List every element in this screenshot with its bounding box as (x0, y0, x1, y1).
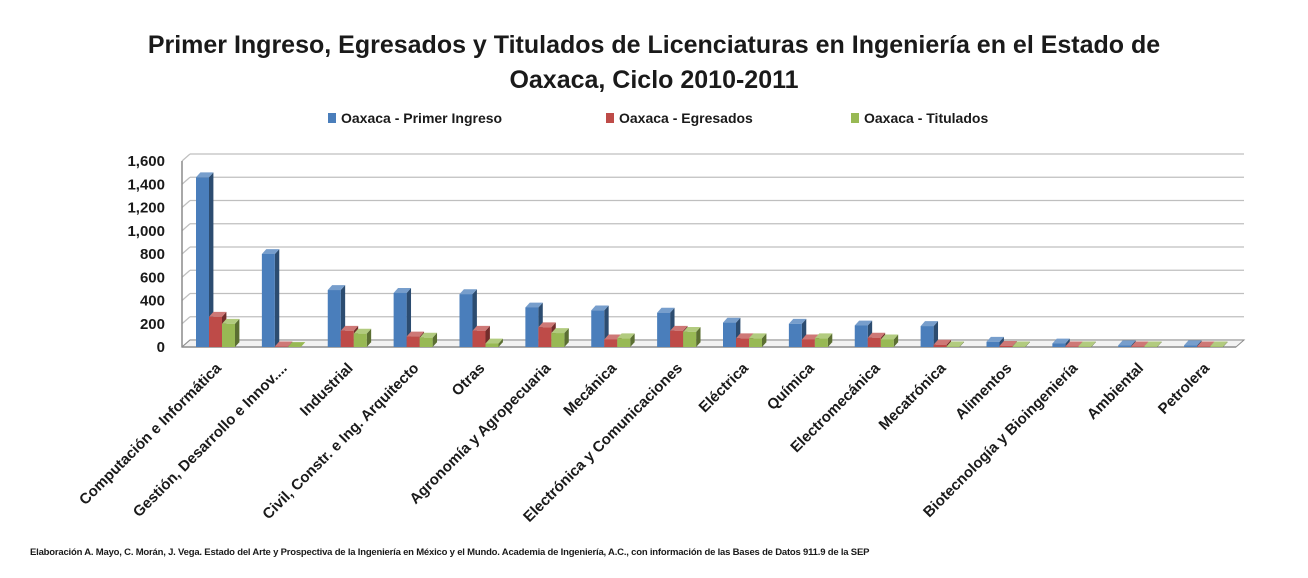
bar-0-12 (986, 336, 1004, 347)
legend-item: Oaxaca - Egresados (606, 110, 753, 126)
bars (196, 172, 1228, 347)
gridlines (181, 153, 1244, 348)
bar-0-6 (591, 305, 609, 347)
x-category-label: Otras (449, 360, 489, 400)
source-note: Elaboración A. Mayo, C. Morán, J. Vega. … (30, 547, 870, 558)
y-tick-label: 1,000 (127, 223, 165, 240)
bar-0-3 (393, 288, 412, 347)
legend-swatch (606, 113, 614, 123)
bar-1-11 (933, 339, 952, 347)
gridline-side (181, 223, 191, 232)
bar-1-1 (274, 341, 293, 347)
bar-0-1 (261, 249, 280, 347)
bar-2-5 (551, 328, 569, 347)
bar-2-1 (287, 342, 306, 347)
bar-2-15 (1210, 341, 1228, 347)
bar-0-11 (920, 321, 939, 347)
x-category-label: Mecatrónica (876, 359, 950, 433)
x-category-label: Petrolera (1155, 359, 1213, 417)
gridline-side (181, 176, 191, 185)
x-category-label: Mecánica (560, 359, 620, 419)
bar-2-13 (1078, 341, 1096, 347)
legend-swatch (851, 113, 859, 123)
legend-label: Oaxaca - Primer Ingreso (341, 110, 502, 126)
y-tick-label: 400 (140, 293, 165, 310)
legend-label: Oaxaca - Titulados (864, 110, 988, 126)
bar-0-13 (1052, 338, 1070, 347)
bar-2-7 (683, 326, 701, 347)
x-category-label: Industrial (297, 360, 357, 420)
bar-2-9 (814, 333, 833, 347)
bar-2-11 (946, 341, 965, 347)
legend-swatch (328, 113, 336, 123)
bar-2-10 (880, 334, 899, 347)
y-tick-label: 0 (157, 339, 165, 356)
gridline-side (181, 153, 191, 162)
chart-title-line-2: Oaxaca, Ciclo 2010-2011 (509, 66, 798, 94)
y-tick-label: 600 (140, 269, 165, 286)
y-tick-labels: 0 200 400 600 800 1,000 1,200 1,400 1,600 (127, 153, 165, 356)
bar-2-2 (353, 328, 372, 347)
bar-2-14 (1144, 341, 1162, 347)
x-category-label: Alimentos (952, 360, 1015, 423)
x-category-label: Computación e Informática (76, 359, 225, 508)
y-tick-label: 1,600 (127, 153, 165, 170)
gridline-side (181, 316, 191, 325)
gridline-side (181, 246, 191, 255)
gridline-side (181, 200, 191, 208)
bar-0-9 (788, 318, 807, 347)
bar-0-0 (196, 172, 214, 347)
y-tick-label: 1,200 (127, 200, 165, 217)
bar-2-4 (485, 338, 503, 347)
y-tick-label: 800 (140, 246, 165, 263)
x-category-label: Agronomía y Agropecuaria (406, 359, 554, 507)
bar-2-0 (222, 318, 240, 347)
y-tick-label: 200 (140, 316, 165, 333)
legend-item: Oaxaca - Titulados (851, 110, 988, 126)
bar-2-6 (617, 333, 635, 347)
gridline-side (181, 293, 191, 301)
legend-label: Oaxaca - Egresados (619, 110, 753, 126)
bar-2-12 (1012, 341, 1030, 347)
chart-title: Primer Ingreso, Egresados y Titulados de… (148, 31, 1160, 94)
x-category-label: Eléctrica (696, 359, 753, 416)
legend-item: Oaxaca - Primer Ingreso (328, 110, 502, 126)
y-tick-label: 1,400 (127, 176, 165, 193)
bar-2-3 (419, 332, 438, 347)
chart-legend: Oaxaca - Primer Ingreso Oaxaca - Egresado… (328, 110, 988, 126)
gridline-side (181, 269, 191, 278)
bar-2-8 (749, 333, 767, 347)
bar-1-4 (472, 325, 490, 347)
x-category-label: Química (764, 359, 818, 413)
chart-title-line-1: Primer Ingreso, Egresados y Titulados de… (148, 31, 1160, 59)
x-category-label: Ambiental (1084, 360, 1147, 423)
